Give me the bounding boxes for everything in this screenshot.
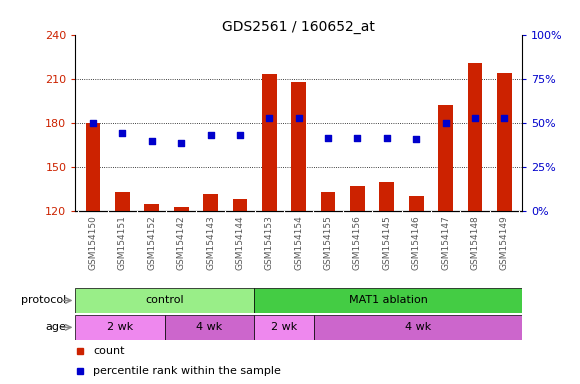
Text: GSM154142: GSM154142 xyxy=(177,215,186,270)
Point xyxy=(353,134,362,141)
Text: GSM154143: GSM154143 xyxy=(206,215,215,270)
Point xyxy=(294,116,303,122)
Point xyxy=(235,132,245,138)
Point xyxy=(324,134,333,141)
Point xyxy=(500,116,509,122)
Title: GDS2561 / 160652_at: GDS2561 / 160652_at xyxy=(222,20,375,33)
Point xyxy=(147,137,157,144)
Point xyxy=(206,132,215,138)
Bar xyxy=(262,74,277,211)
Point xyxy=(118,130,127,136)
Text: 2 wk: 2 wk xyxy=(107,322,133,333)
Text: GSM154148: GSM154148 xyxy=(470,215,480,270)
Text: age: age xyxy=(46,322,67,333)
Bar xyxy=(75,315,165,340)
Bar xyxy=(409,197,423,211)
Point xyxy=(382,134,392,141)
Text: MAT1 ablation: MAT1 ablation xyxy=(349,295,427,306)
Text: 4 wk: 4 wk xyxy=(405,322,431,333)
Bar xyxy=(291,82,306,211)
Bar xyxy=(467,63,483,211)
Text: GSM154145: GSM154145 xyxy=(382,215,392,270)
Bar xyxy=(115,192,130,211)
Bar xyxy=(379,182,394,211)
Text: 4 wk: 4 wk xyxy=(196,322,223,333)
Point xyxy=(264,116,274,122)
Point xyxy=(470,116,480,122)
Text: GSM154152: GSM154152 xyxy=(147,215,156,270)
Text: GSM154156: GSM154156 xyxy=(353,215,362,270)
Bar xyxy=(144,204,159,211)
Bar xyxy=(203,194,218,211)
Text: protocol: protocol xyxy=(21,295,67,306)
Text: control: control xyxy=(146,295,184,306)
Text: GSM154153: GSM154153 xyxy=(265,215,274,270)
Text: 2 wk: 2 wk xyxy=(271,322,297,333)
Point xyxy=(441,120,450,126)
Bar xyxy=(321,192,335,211)
Text: GSM154151: GSM154151 xyxy=(118,215,127,270)
Text: GSM154149: GSM154149 xyxy=(500,215,509,270)
Bar xyxy=(75,288,254,313)
Bar xyxy=(174,207,188,211)
Bar xyxy=(314,315,522,340)
Text: GSM154155: GSM154155 xyxy=(324,215,332,270)
Bar xyxy=(254,315,314,340)
Text: GSM154150: GSM154150 xyxy=(89,215,97,270)
Bar xyxy=(86,123,100,211)
Point xyxy=(176,141,186,147)
Text: count: count xyxy=(93,346,125,356)
Bar xyxy=(438,105,453,211)
Point xyxy=(412,136,421,142)
Text: GSM154147: GSM154147 xyxy=(441,215,450,270)
Bar xyxy=(497,73,512,211)
Bar xyxy=(165,315,254,340)
Bar xyxy=(254,288,522,313)
Text: GSM154144: GSM154144 xyxy=(235,215,244,270)
Text: percentile rank within the sample: percentile rank within the sample xyxy=(93,366,281,376)
Bar xyxy=(233,199,247,211)
Point xyxy=(88,120,97,126)
Bar xyxy=(350,186,365,211)
Text: GSM154146: GSM154146 xyxy=(412,215,420,270)
Text: GSM154154: GSM154154 xyxy=(294,215,303,270)
